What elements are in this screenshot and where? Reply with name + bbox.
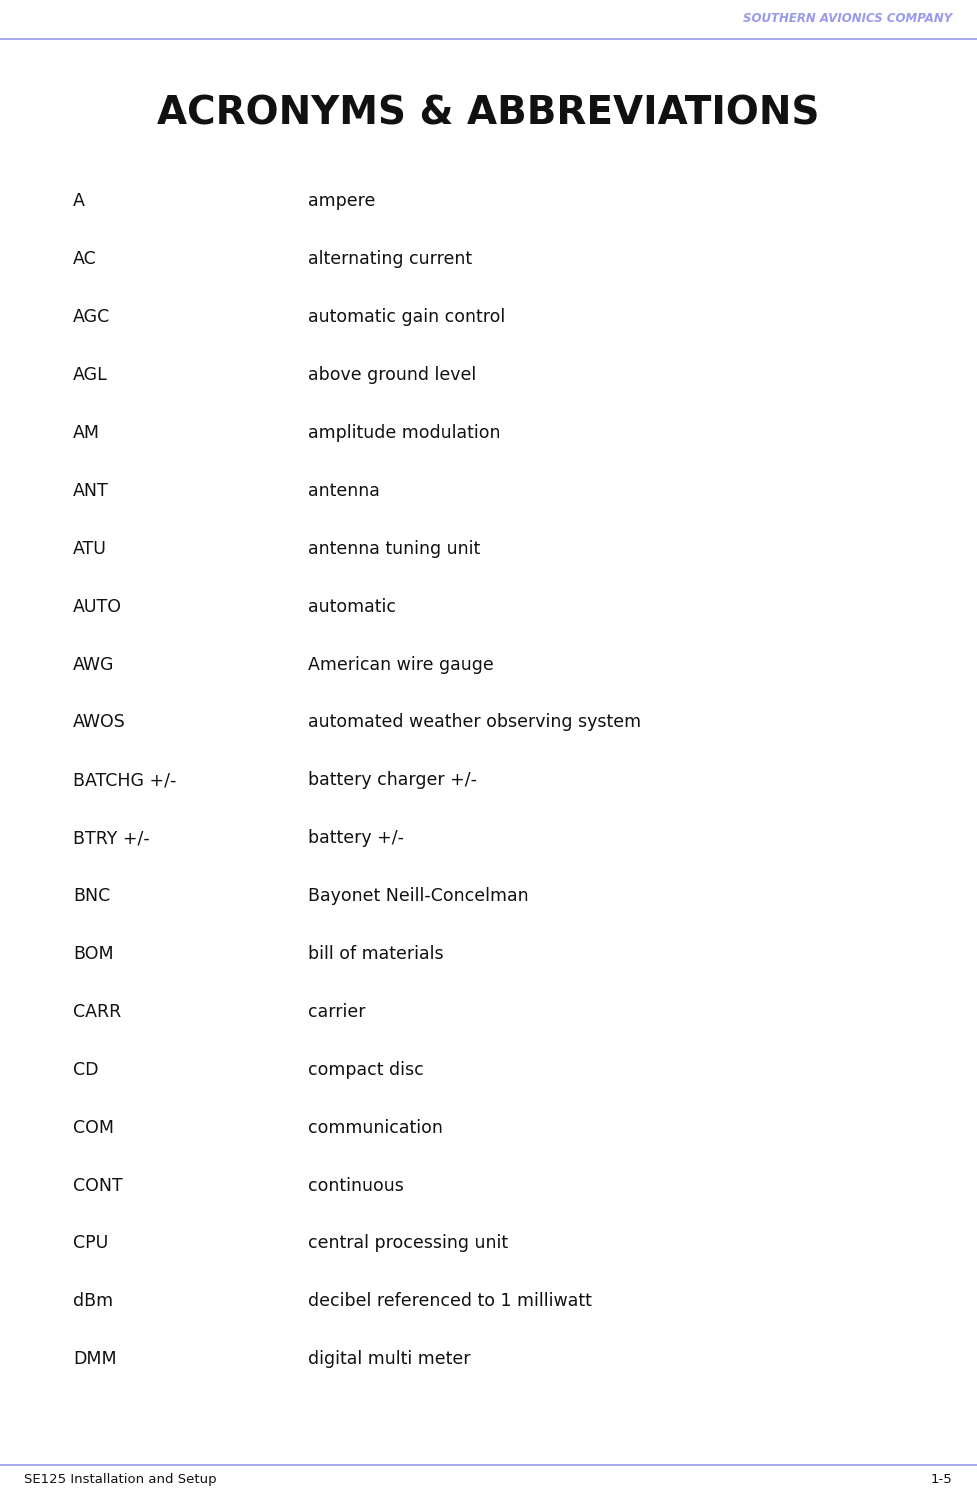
Text: SOUTHERN AVIONICS COMPANY: SOUTHERN AVIONICS COMPANY bbox=[743, 12, 953, 25]
Text: 1-5: 1-5 bbox=[931, 1473, 953, 1486]
Text: SE125 Installation and Setup: SE125 Installation and Setup bbox=[24, 1473, 217, 1486]
Text: alternating current: alternating current bbox=[308, 251, 472, 269]
Text: BTRY +/-: BTRY +/- bbox=[73, 830, 150, 847]
Text: ANT: ANT bbox=[73, 482, 109, 500]
Text: DMM: DMM bbox=[73, 1350, 117, 1368]
Text: COM: COM bbox=[73, 1119, 114, 1137]
Text: AWG: AWG bbox=[73, 655, 114, 673]
Text: antenna tuning unit: antenna tuning unit bbox=[308, 540, 480, 558]
Text: Bayonet Neill-Concelman: Bayonet Neill-Concelman bbox=[308, 888, 529, 906]
Text: AC: AC bbox=[73, 251, 97, 269]
Text: ampere: ampere bbox=[308, 192, 375, 210]
Text: BNC: BNC bbox=[73, 888, 110, 906]
Text: carrier: carrier bbox=[308, 1003, 365, 1021]
Text: CONT: CONT bbox=[73, 1177, 123, 1195]
Text: digital multi meter: digital multi meter bbox=[308, 1350, 470, 1368]
Text: central processing unit: central processing unit bbox=[308, 1234, 508, 1252]
Text: battery charger +/-: battery charger +/- bbox=[308, 771, 477, 789]
Text: ATU: ATU bbox=[73, 540, 107, 558]
Text: CD: CD bbox=[73, 1061, 99, 1079]
Text: BOM: BOM bbox=[73, 944, 114, 962]
Text: AGL: AGL bbox=[73, 366, 108, 383]
Text: dBm: dBm bbox=[73, 1292, 113, 1310]
Text: AGC: AGC bbox=[73, 309, 110, 327]
Text: amplitude modulation: amplitude modulation bbox=[308, 424, 500, 442]
Text: CARR: CARR bbox=[73, 1003, 121, 1021]
Text: CPU: CPU bbox=[73, 1234, 108, 1252]
Text: above ground level: above ground level bbox=[308, 366, 476, 383]
Text: ACRONYMS & ABBREVIATIONS: ACRONYMS & ABBREVIATIONS bbox=[157, 94, 820, 133]
Text: AWOS: AWOS bbox=[73, 713, 126, 731]
Text: battery +/-: battery +/- bbox=[308, 830, 404, 847]
Text: decibel referenced to 1 milliwatt: decibel referenced to 1 milliwatt bbox=[308, 1292, 592, 1310]
Text: continuous: continuous bbox=[308, 1177, 404, 1195]
Text: communication: communication bbox=[308, 1119, 443, 1137]
Text: AM: AM bbox=[73, 424, 101, 442]
Text: automatic gain control: automatic gain control bbox=[308, 309, 505, 327]
Text: compact disc: compact disc bbox=[308, 1061, 423, 1079]
Text: American wire gauge: American wire gauge bbox=[308, 655, 493, 673]
Text: A: A bbox=[73, 192, 85, 210]
Text: automated weather observing system: automated weather observing system bbox=[308, 713, 641, 731]
Text: AUTO: AUTO bbox=[73, 598, 122, 616]
Text: automatic: automatic bbox=[308, 598, 396, 616]
Text: bill of materials: bill of materials bbox=[308, 944, 444, 962]
Text: BATCHG +/-: BATCHG +/- bbox=[73, 771, 177, 789]
Text: antenna: antenna bbox=[308, 482, 380, 500]
